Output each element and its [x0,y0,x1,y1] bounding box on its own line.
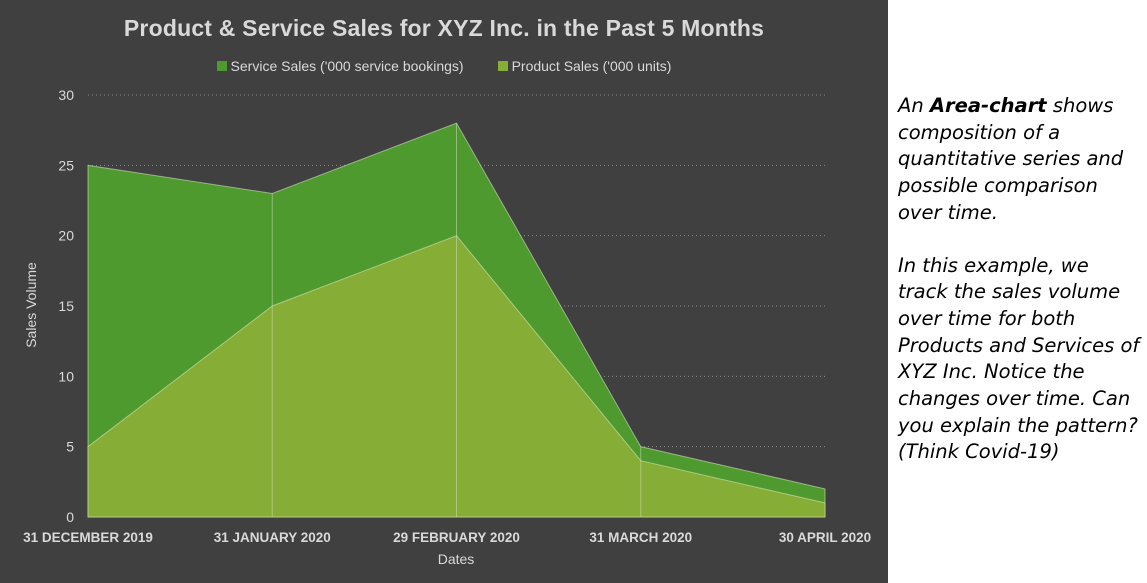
y-tick-label: 10 [58,368,74,384]
x-axis-ticks: 31 DECEMBER 2019 31 JANUARY 2020 29 FEBRUA… [23,530,871,545]
annotation-paragraph-2: In this example, we track the sales volu… [898,253,1140,464]
legend-label-product: Product Sales ('000 units) [511,58,672,74]
y-tick-label: 15 [58,298,74,314]
y-axis-label: Sales Volume [23,262,39,348]
y-tick-label: 5 [66,439,74,455]
x-tick-label: 29 FEBRUARY 2020 [393,530,520,545]
legend-item-product: Product Sales ('000 units) [497,58,672,74]
chart-title: Product & Service Sales for XYZ Inc. in … [123,15,765,41]
x-tick-label: 31 MARCH 2020 [589,530,692,545]
x-tick-label: 31 JANUARY 2020 [214,530,331,545]
y-tick-label: 25 [58,157,74,173]
annotation-emphasis: Area-chart [929,94,1047,117]
x-axis-label: Dates [438,551,475,567]
legend-item-service: Service Sales ('000 service bookings) [216,58,464,74]
annotation-paragraph-1: An Area-chart shows composition of a qua… [898,93,1143,227]
legend: Service Sales ('000 service bookings) Pr… [0,58,888,74]
annotation-text-a: An [898,94,930,117]
y-axis-ticks: 0 5 10 15 20 25 30 [58,87,74,525]
chart-panel: 0 5 10 15 20 25 30 31 DECEMBER 2019 31 JANUARY … [0,0,888,583]
legend-label-service: Service Sales ('000 service bookings) [230,58,464,74]
x-tick-label: 31 DECEMBER 2019 [23,530,153,545]
y-tick-label: 20 [58,228,74,244]
legend-swatch-service [216,61,227,71]
x-tick-label: 30 APRIL 2020 [779,530,871,545]
y-tick-label: 30 [58,87,74,103]
legend-swatch-product [497,61,508,71]
annotation-text-b: shows composition of a quantitative seri… [898,94,1124,224]
area-chart: 0 5 10 15 20 25 30 31 DECEMBER 2019 31 JANUARY … [23,87,871,567]
y-tick-label: 0 [66,509,74,525]
annotation-text: An Area-chart shows composition of a qua… [898,93,1143,466]
category-drop-lines [271,123,642,517]
